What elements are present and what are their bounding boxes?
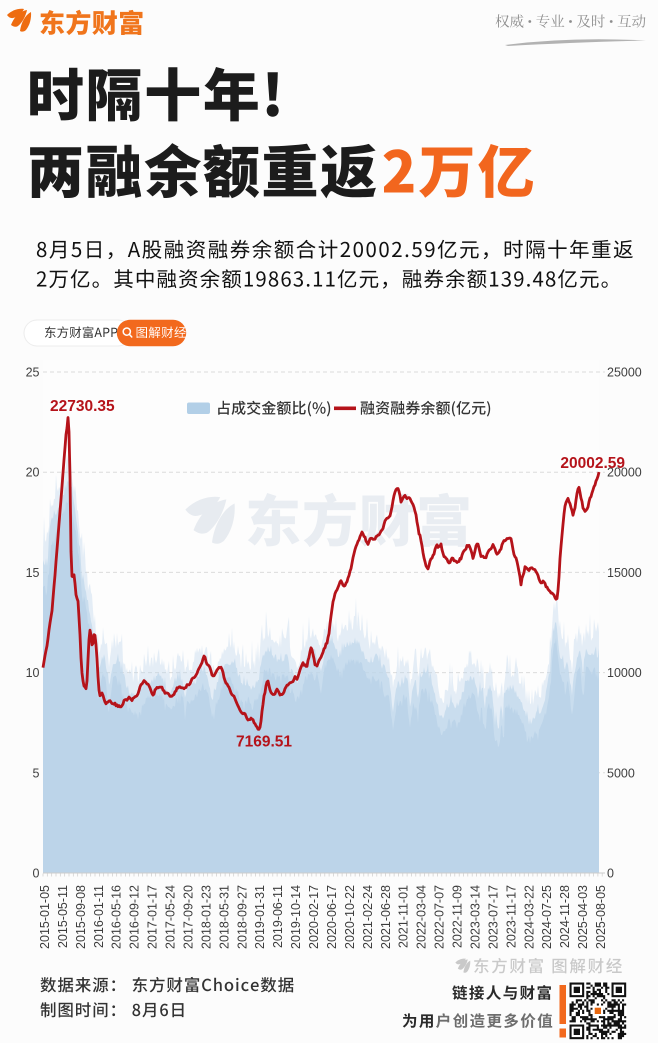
svg-text:2022-07-07: 2022-07-07 [433,885,447,949]
svg-text:2019-06-11: 2019-06-11 [271,885,285,948]
svg-text:15: 15 [26,566,40,580]
svg-text:2017-01-17: 2017-01-17 [146,885,160,949]
svg-text:2025-08-05: 2025-08-05 [594,885,608,949]
svg-text:10000: 10000 [607,666,642,680]
svg-text:2021-02-24: 2021-02-24 [361,885,375,949]
svg-text:2021-11-01: 2021-11-01 [397,885,411,948]
svg-text:2015-09-08: 2015-09-08 [74,885,88,949]
svg-text:2018-01-23: 2018-01-23 [199,885,213,949]
svg-text:2019-01-31: 2019-01-31 [253,885,267,949]
svg-text:2021-06-28: 2021-06-28 [379,885,393,949]
svg-text:5000: 5000 [607,766,635,780]
svg-text:2018-09-27: 2018-09-27 [235,885,249,949]
svg-text:2018-05-31: 2018-05-31 [217,885,231,949]
svg-text:10: 10 [26,666,40,680]
svg-text:2023-03-14: 2023-03-14 [469,885,483,949]
svg-text:22730.35: 22730.35 [50,398,115,415]
svg-text:0: 0 [33,867,40,881]
svg-text:2020-02-17: 2020-02-17 [307,885,321,949]
svg-text:2017-09-20: 2017-09-20 [182,885,196,949]
svg-text:2016-09-12: 2016-09-12 [128,885,142,949]
svg-text:2017-05-24: 2017-05-24 [164,885,178,949]
svg-text:2024-11-28: 2024-11-28 [558,885,572,948]
svg-text:20000: 20000 [607,466,642,480]
svg-text:2016-05-16: 2016-05-16 [110,885,124,949]
svg-text:2023-11-17: 2023-11-17 [504,885,518,948]
svg-text:25: 25 [26,366,40,380]
svg-text:2019-10-14: 2019-10-14 [289,885,303,949]
svg-text:2025-04-03: 2025-04-03 [576,885,590,949]
svg-text:2016-01-11: 2016-01-11 [92,885,106,948]
svg-text:0: 0 [607,867,614,881]
svg-text:2015-01-05: 2015-01-05 [38,885,52,949]
svg-text:2020-06-17: 2020-06-17 [325,885,339,949]
svg-text:20: 20 [26,466,40,480]
svg-text:15000: 15000 [607,566,642,580]
svg-text:7169.51: 7169.51 [236,734,292,751]
svg-text:20002.59: 20002.59 [560,455,625,472]
svg-text:2023-07-17: 2023-07-17 [486,885,500,949]
svg-text:25000: 25000 [607,366,642,380]
svg-text:2024-03-22: 2024-03-22 [522,885,536,949]
svg-text:2022-11-09: 2022-11-09 [451,885,465,948]
svg-text:5: 5 [33,766,40,780]
svg-text:2020-10-22: 2020-10-22 [343,885,357,949]
svg-text:2024-07-25: 2024-07-25 [540,885,554,949]
svg-text:2015-05-11: 2015-05-11 [56,885,70,948]
svg-text:2022-03-04: 2022-03-04 [415,885,429,949]
